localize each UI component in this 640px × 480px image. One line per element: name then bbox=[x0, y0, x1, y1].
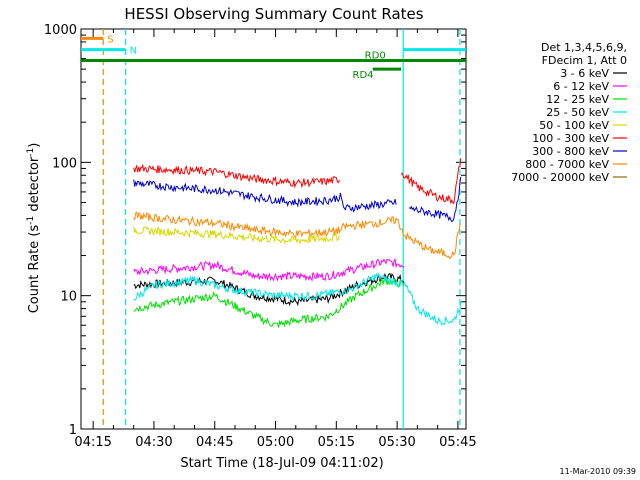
legend-entry: 3 - 6 keV bbox=[560, 67, 609, 80]
flag-label: RD0 bbox=[365, 51, 386, 62]
y-tick-label: 1000 bbox=[44, 23, 77, 38]
series-line bbox=[133, 179, 397, 213]
series-line bbox=[408, 176, 462, 223]
legend-entry: 12 - 25 keV bbox=[546, 93, 609, 106]
flag-bars: S N RD0 RD4 bbox=[81, 34, 466, 81]
plot-frame bbox=[80, 28, 467, 430]
y-axis: 1 10 100 1000 bbox=[44, 23, 466, 438]
series-line bbox=[133, 271, 462, 326]
series-line bbox=[133, 258, 405, 282]
chart-title: HESSI Observing Summary Count Rates bbox=[124, 5, 423, 23]
y-axis-label: Count Rate (s-1 detector-1) bbox=[26, 143, 42, 314]
x-axis-label: Start Time (18-Jul-09 04:11:02) bbox=[180, 456, 383, 471]
x-tick-label: 04:45 bbox=[196, 435, 233, 450]
x-tick-label: 05:00 bbox=[257, 435, 294, 450]
x-tick-label: 04:30 bbox=[135, 435, 172, 450]
series-line bbox=[133, 276, 405, 328]
legend-entry: 50 - 100 keV bbox=[539, 119, 609, 132]
legend-entry: 7000 - 20000 keV bbox=[511, 171, 609, 184]
legend-entry: 6 - 12 keV bbox=[553, 80, 609, 93]
series-line bbox=[133, 163, 340, 189]
x-tick-label: 05:30 bbox=[378, 435, 415, 450]
flag-label: RD4 bbox=[353, 70, 374, 81]
y-tick-label: 10 bbox=[60, 290, 77, 305]
flag-label: N bbox=[130, 46, 137, 57]
y-tick-label: 100 bbox=[52, 156, 77, 171]
x-tick-label: 05:45 bbox=[439, 435, 476, 450]
flag-label: S bbox=[107, 34, 113, 45]
legend-entry: 300 - 800 keV bbox=[532, 145, 609, 158]
legend-entry: 25 - 50 keV bbox=[546, 106, 609, 119]
legend-header: Det 1,3,4,5,6,9, bbox=[541, 41, 627, 54]
legend-header: FDecim 1, Att 0 bbox=[542, 54, 627, 67]
series-line bbox=[133, 211, 462, 260]
y-tick-label: 1 bbox=[69, 423, 77, 438]
legend-entry: 100 - 300 keV bbox=[532, 132, 609, 145]
series-line bbox=[133, 226, 340, 245]
series-lines bbox=[133, 158, 462, 328]
x-tick-label: 04:15 bbox=[74, 435, 111, 450]
legend: Det 1,3,4,5,6,9,FDecim 1, Att 03 - 6 keV… bbox=[511, 41, 627, 184]
legend-entry: 800 - 7000 keV bbox=[525, 158, 609, 171]
x-axis: 04:15 04:30 04:45 05:00 05:15 05:30 05:45 bbox=[74, 29, 477, 450]
x-tick-label: 05:15 bbox=[318, 435, 355, 450]
series-line bbox=[400, 158, 462, 205]
footer-date: 11-Mar-2010 09:39 bbox=[560, 467, 637, 476]
attenuator-lines bbox=[102, 29, 461, 429]
